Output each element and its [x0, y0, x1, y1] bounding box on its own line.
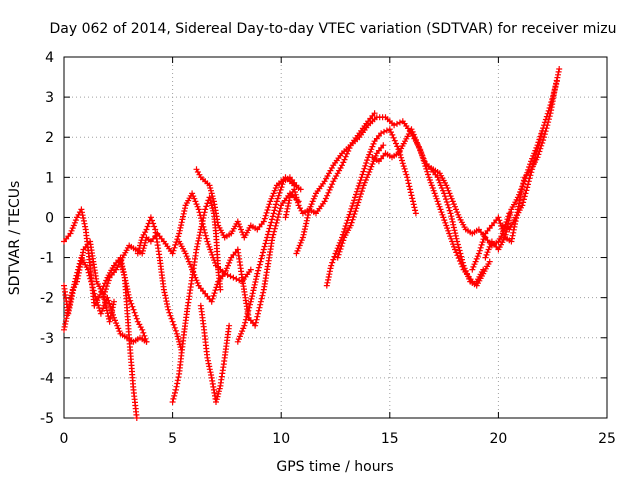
series-line	[484, 80, 558, 258]
series-markers	[482, 78, 560, 261]
series-markers	[134, 214, 185, 353]
y-tick-label: 4	[45, 50, 54, 66]
chart-title: Day 062 of 2014, Sidereal Day-to-day VTE…	[50, 21, 617, 37]
y-axis-label: SDTVAR / TECUs	[7, 181, 23, 296]
series-sat-07	[169, 194, 224, 405]
series-markers	[334, 142, 387, 261]
series-markers	[499, 130, 545, 233]
series-sat-10	[176, 190, 302, 329]
x-tick-label: 15	[381, 431, 399, 447]
series-markers	[169, 194, 224, 405]
series-sat-14	[323, 126, 419, 289]
y-tick-label: 0	[45, 210, 54, 226]
y-tick-label: -4	[40, 371, 54, 387]
y-tick-label: -3	[40, 331, 54, 347]
x-tick-label: 10	[272, 431, 290, 447]
y-tick-label: -5	[40, 411, 54, 427]
x-tick-label: 25	[598, 431, 616, 447]
series-markers	[197, 302, 233, 405]
series-markers	[282, 114, 487, 285]
series-sat-05	[134, 214, 185, 353]
y-tick-label: 1	[45, 170, 54, 186]
series-sat-19	[482, 78, 560, 261]
series-line	[371, 127, 491, 287]
data-series	[61, 66, 563, 421]
series-sat-15	[334, 142, 387, 261]
series-markers	[176, 190, 302, 329]
series-markers	[117, 258, 150, 345]
series-line	[326, 128, 417, 286]
y-tick-label: -2	[40, 291, 54, 307]
series-sat-06	[117, 258, 150, 345]
series-sat-08	[197, 302, 233, 405]
x-tick-label: 0	[60, 431, 69, 447]
series-markers	[369, 126, 493, 289]
series-line	[284, 116, 484, 283]
series-sat-20	[499, 130, 545, 233]
series-sat-11	[234, 174, 300, 345]
series-sat-03	[61, 254, 150, 345]
series-markers	[61, 254, 150, 345]
y-tick-label: -1	[40, 251, 54, 267]
series-markers	[323, 126, 419, 289]
x-tick-label: 20	[489, 431, 507, 447]
y-tick-label: 3	[45, 90, 54, 106]
series-markers	[234, 174, 300, 345]
series-sat-13	[282, 114, 487, 285]
x-axis-label: GPS time / hours	[276, 459, 393, 475]
axes: 0 5 10 15 20 25 -5 -4 -3 -2 -1 0 1 2 3 4	[40, 50, 616, 447]
x-tick-label: 5	[168, 431, 177, 447]
plot-frame	[63, 56, 608, 419]
y-tick-label: 2	[45, 130, 54, 146]
